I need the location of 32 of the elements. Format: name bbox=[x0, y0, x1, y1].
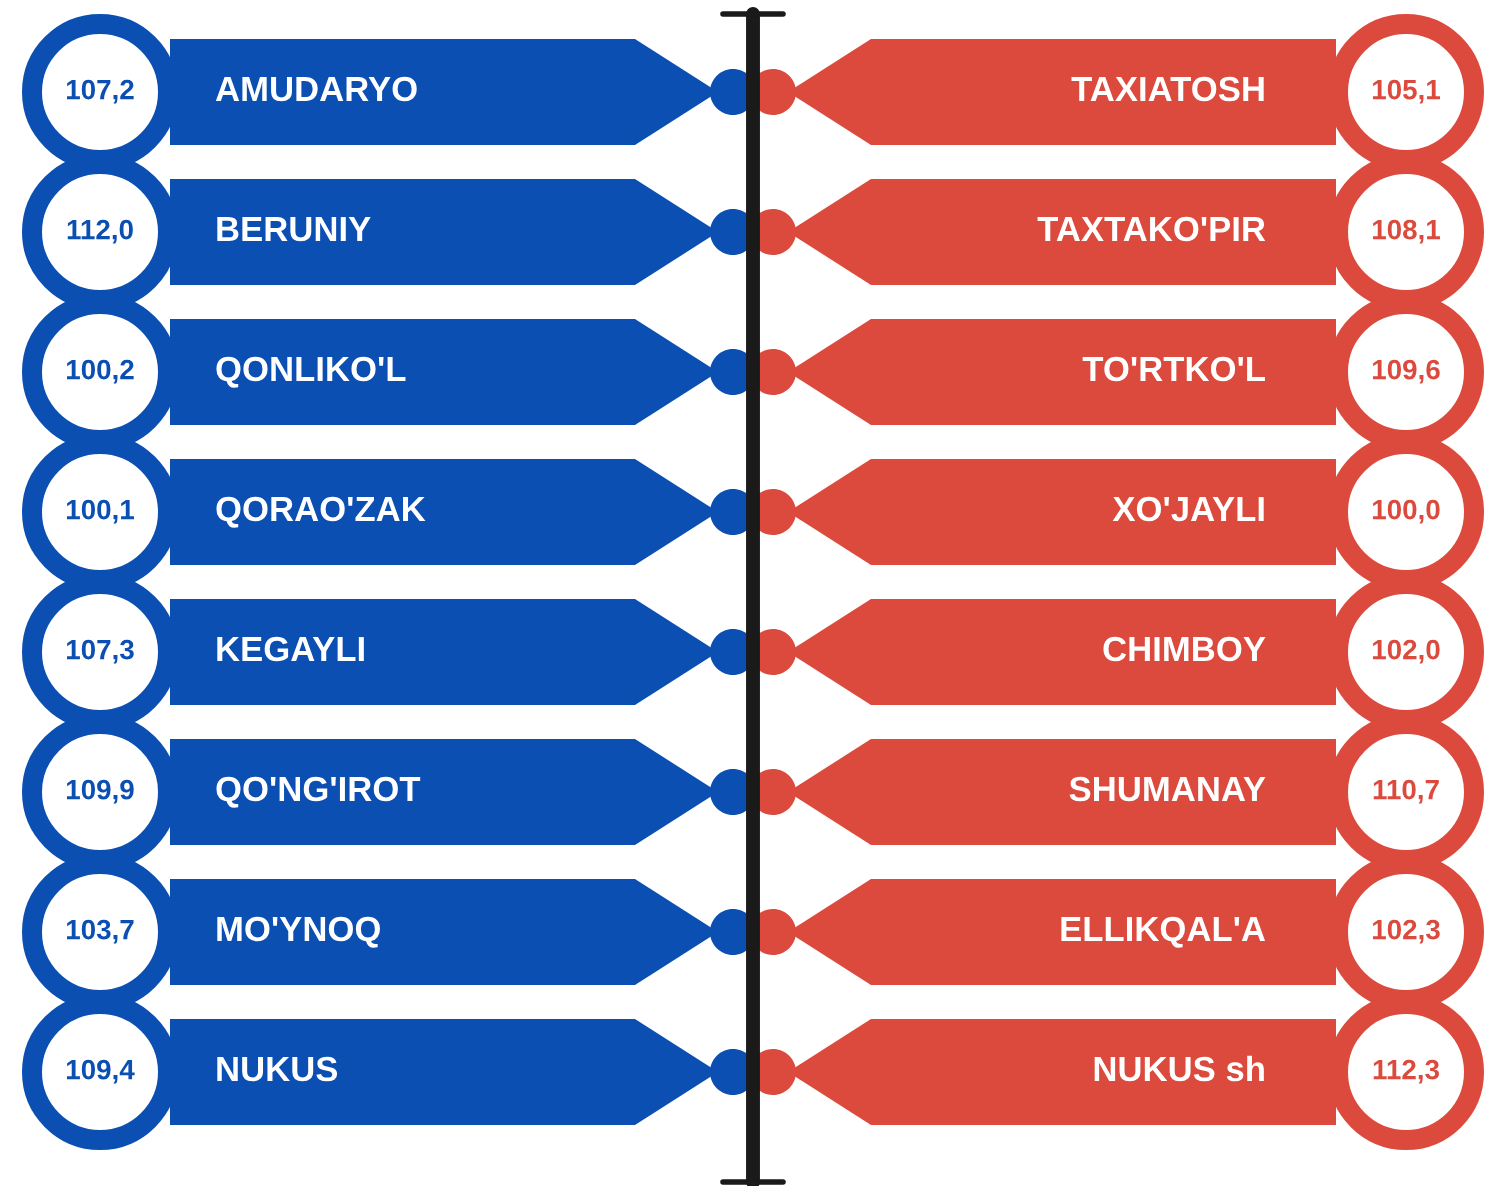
category-label: BERUNIY bbox=[217, 217, 371, 242]
category-label: XO'JAYLI bbox=[1112, 496, 1264, 522]
category-label: MO'YNOQ bbox=[217, 916, 380, 948]
category-label: TAXTAKO'PIR bbox=[1037, 216, 1266, 242]
category-label: ELLIKQAL'A bbox=[1061, 916, 1266, 948]
data-label: 107,2 bbox=[67, 79, 134, 104]
data-label: 100,2 bbox=[67, 359, 134, 384]
data-label: 107,3 bbox=[67, 639, 134, 664]
category-label: QO'NG'IROT bbox=[216, 776, 421, 808]
category-label: TO'RTKO'L bbox=[1082, 356, 1265, 382]
data-label: 110,7 bbox=[1373, 779, 1439, 804]
category-label: NUKUS sh bbox=[1094, 1055, 1264, 1082]
data-label: 102,0 bbox=[1373, 639, 1440, 664]
category-label: CHIMBOY bbox=[1103, 636, 1266, 662]
category-label: NUKUS bbox=[217, 1056, 338, 1082]
category-label: QORAO'ZAK bbox=[216, 496, 426, 528]
data-label: 100,0 bbox=[1373, 499, 1440, 524]
data-label: 109,6 bbox=[1373, 359, 1440, 384]
category-label: AMUDARYO bbox=[215, 76, 417, 102]
category-label: SHUMANAY bbox=[1069, 776, 1266, 802]
data-label: 112,3 bbox=[1373, 1059, 1439, 1084]
data-label: 112,0 bbox=[67, 219, 133, 244]
category-label: KEGAYLI bbox=[217, 636, 364, 662]
data-label: 102,3 bbox=[1373, 919, 1440, 944]
category-label: TAXIATOSH bbox=[1071, 76, 1264, 102]
data-label: 109,4 bbox=[67, 1059, 135, 1084]
data-label: 108,1 bbox=[1373, 219, 1440, 244]
data-label: 105,1 bbox=[1373, 79, 1440, 104]
category-label: QONLIKO'L bbox=[216, 356, 406, 388]
data-label: 103,7 bbox=[67, 919, 134, 944]
data-label: 109,9 bbox=[67, 779, 134, 804]
data-label: 100,1 bbox=[67, 499, 134, 524]
